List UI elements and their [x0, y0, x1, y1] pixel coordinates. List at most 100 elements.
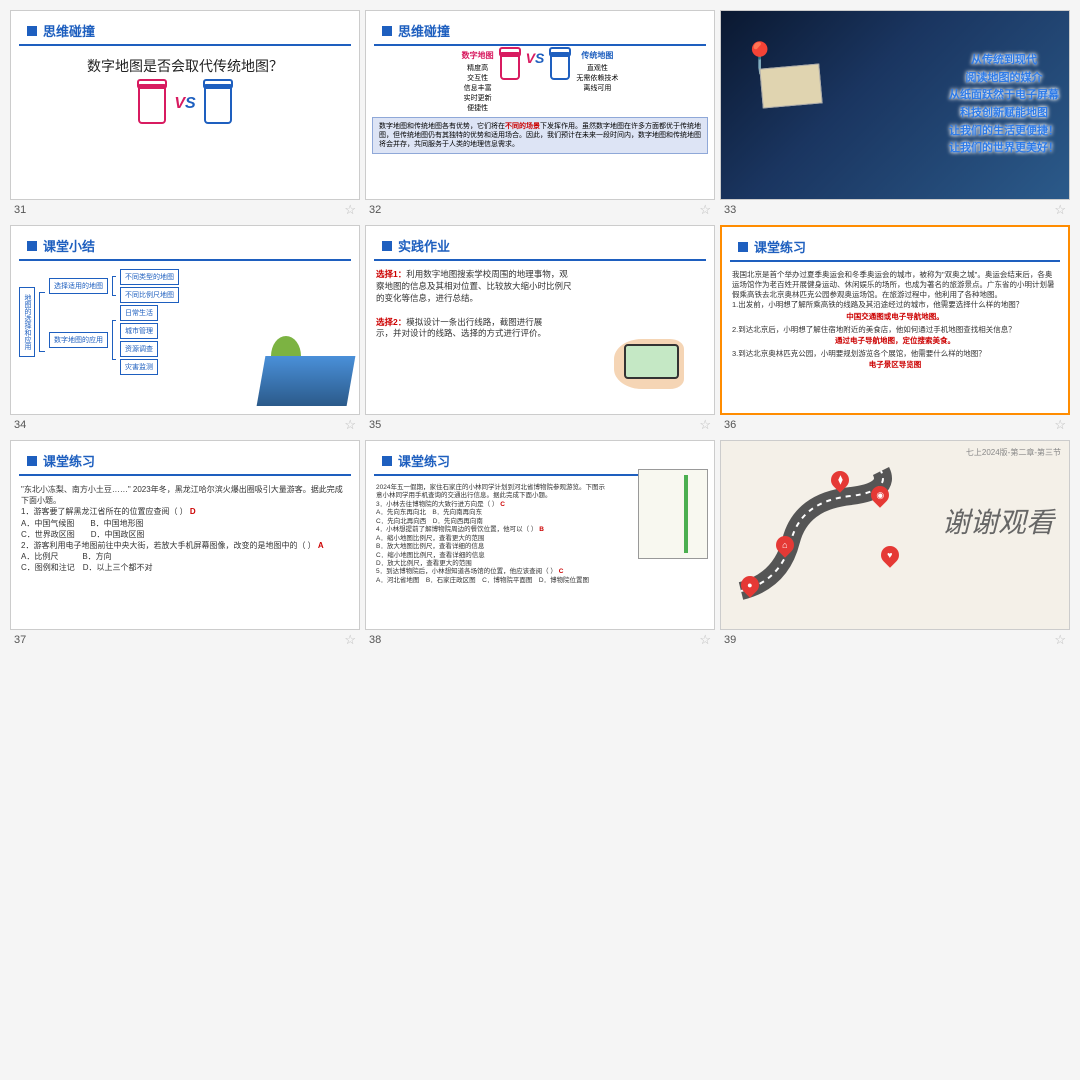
- content-body: "东北小冻梨、南方小土豆……" 2023年冬，黑龙江哈尔滨火爆出圈吸引大量游客。…: [11, 480, 359, 578]
- question: 1．游客要了解黑龙江省所在的位置应查阅（ ） D: [21, 506, 349, 517]
- slide-cell-33[interactable]: 📍 从传统到现代阅读地图的媒介从纸面跃然于电子屏幕科技创新赋能地图让我们的生活更…: [720, 10, 1070, 220]
- options: A．先向东再向北 B．先向南再向东 C．先向北再向西 D．先向西再向南: [376, 509, 610, 526]
- col-right-header: 传统地图: [576, 50, 618, 61]
- options: A．比例尺 B．方向 C．图例和注记 D．以上三个都不对: [21, 551, 349, 573]
- star-icon[interactable]: ☆: [344, 632, 356, 648]
- vs-label: VS: [174, 95, 195, 113]
- intro-text: 我国北京是首个举办过夏季奥运会和冬季奥运会的城市，被称为"双奥之城"。奥运会结束…: [732, 270, 1058, 300]
- options: A．中国气候图 B．中国地形图 C．世界政区图 D．中国政区图: [21, 518, 349, 540]
- star-icon[interactable]: ☆: [699, 417, 711, 433]
- list-item: 实时更新: [462, 93, 494, 103]
- slide-39: 七上2024版-第二章-第三节 ⧫ ◉ ⌂ ♥ ● 谢谢观看: [720, 440, 1070, 630]
- star-icon[interactable]: ☆: [699, 632, 711, 648]
- star-icon[interactable]: ☆: [1054, 202, 1066, 218]
- slide-34: 课堂小结 地图的选择和应用 选择适用的地图 不同类型的地图不同比例尺地图 数字地…: [10, 225, 360, 415]
- slide-cell-34[interactable]: 课堂小结 地图的选择和应用 选择适用的地图 不同类型的地图不同比例尺地图 数字地…: [10, 225, 360, 435]
- slide-title: 课堂练习: [730, 231, 1060, 262]
- slide-title: 思维碰撞: [19, 15, 351, 46]
- slide-35: 实践作业 选择1：利用数字地图搜索学校周围的地理事物，观察地图的信息及其相对位置…: [365, 225, 715, 415]
- slide-number: 35: [369, 419, 381, 431]
- diagram-leaf: 资源调查: [120, 341, 158, 357]
- question: 5．到达博物院后，小林想知道各场馆的位置，他应该查阅（ ） C: [376, 568, 610, 576]
- map-inset: [638, 469, 708, 559]
- question: 3.到达北京奥林匹克公园，小明要规划游览各个展馆，他需要什么样的地图？: [732, 349, 1058, 359]
- content-body: 2024年五一假期，家住石家庄的小林同学计划到河北省博物院参观游览。下图示意小林…: [366, 480, 620, 589]
- road-graphic: ⧫ ◉ ⌂ ♥ ●: [731, 461, 911, 601]
- list-item: 信息丰富: [462, 83, 494, 93]
- question: 2．游客利用电子地图前往中央大街，若放大手机屏幕图像，改变的是地图中的（ ） A: [21, 540, 349, 551]
- slide-number: 34: [14, 419, 26, 431]
- cup-blue-icon: [204, 84, 232, 124]
- answer: 中国交通图或电子导航地图。: [732, 312, 1058, 322]
- question-text: 数字地图是否会取代传统地图？: [11, 56, 359, 76]
- slide-31: 思维碰撞 数字地图是否会取代传统地图？ VS: [10, 10, 360, 200]
- slide-cell-38[interactable]: 课堂练习 2024年五一假期，家住石家庄的小林同学计划到河北省博物院参观游览。下…: [365, 440, 715, 650]
- hiker-graphic: [241, 336, 351, 406]
- diagram-leaf: 灾害监测: [120, 359, 158, 375]
- slide-title: 思维碰撞: [374, 15, 706, 46]
- map-graphic: [759, 63, 822, 108]
- slide-33: 📍 从传统到现代阅读地图的媒介从纸面跃然于电子屏幕科技创新赋能地图让我们的生活更…: [720, 10, 1070, 200]
- slide-number: 33: [724, 204, 736, 216]
- slide-38: 课堂练习 2024年五一假期，家住石家庄的小林同学计划到河北省博物院参观游览。下…: [365, 440, 715, 630]
- list-item: 精度高: [462, 63, 494, 73]
- star-icon[interactable]: ☆: [344, 202, 356, 218]
- slide-cell-36[interactable]: 课堂练习 我国北京是首个举办过夏季奥运会和冬季奥运会的城市，被称为"双奥之城"。…: [720, 225, 1070, 435]
- slide-grid: 思维碰撞 数字地图是否会取代传统地图？ VS 31 ☆ 思维碰撞 数字地图 精度高…: [5, 5, 1075, 655]
- content-body: 我国北京是首个举办过夏季奥运会和冬季奥运会的城市，被称为"双奥之城"。奥运会结束…: [722, 266, 1068, 377]
- chapter-tag: 七上2024版-第二章-第三节: [966, 447, 1061, 458]
- slide-number: 31: [14, 204, 26, 216]
- intro-text: 2024年五一假期，家住石家庄的小林同学计划到河北省博物院参观游览。下图示意小林…: [376, 484, 610, 501]
- diagram-leaf: 不同类型的地图: [120, 269, 179, 285]
- star-icon[interactable]: ☆: [1054, 632, 1066, 648]
- diagram-leaf: 日常生活: [120, 305, 158, 321]
- question: 1.出发前，小明想了解所乘高铁的线路及其沿途经过的城市，他需要选择什么样的地图？: [732, 300, 1058, 310]
- poem-text: 从传统到现代阅读地图的媒介从纸面跃然于电子屏幕科技创新赋能地图让我们的生活更便捷…: [949, 52, 1059, 158]
- slide-number: 36: [724, 419, 736, 431]
- slide-37: 课堂练习 "东北小冻梨、南方小土豆……" 2023年冬，黑龙江哈尔滨火爆出圈吸引…: [10, 440, 360, 630]
- question: 2.到达北京后，小明想了解住宿地附近的美食店，他如何通过手机地图查找相关信息？: [732, 325, 1058, 335]
- answer: 电子景区导览图: [732, 360, 1058, 370]
- diagram-leaf: 城市管理: [120, 323, 158, 339]
- diagram-root: 地图的选择和应用: [19, 287, 35, 357]
- slide-32: 思维碰撞 数字地图 精度高交互性信息丰富实时更新便捷性 VS 传统地图 直观性无…: [365, 10, 715, 200]
- slide-cell-31[interactable]: 思维碰撞 数字地图是否会取代传统地图？ VS 31 ☆: [10, 10, 360, 220]
- thanks-text: 谢谢观看: [942, 501, 1054, 541]
- star-icon[interactable]: ☆: [1054, 417, 1066, 433]
- intro-text: "东北小冻梨、南方小土豆……" 2023年冬，黑龙江哈尔滨火爆出圈吸引大量游客。…: [21, 484, 349, 506]
- diagram-node: 数字地图的应用: [49, 332, 108, 348]
- list-item: 直观性: [576, 63, 618, 73]
- vs-label: VS: [526, 50, 545, 66]
- slide-cell-32[interactable]: 思维碰撞 数字地图 精度高交互性信息丰富实时更新便捷性 VS 传统地图 直观性无…: [365, 10, 715, 220]
- star-icon[interactable]: ☆: [344, 417, 356, 433]
- compare-columns: 数字地图 精度高交互性信息丰富实时更新便捷性 VS 传统地图 直观性无需依赖技术…: [366, 50, 714, 113]
- col-left-header: 数字地图: [462, 50, 494, 61]
- list-item: 离线可用: [576, 83, 618, 93]
- cup-red-icon: [500, 52, 520, 80]
- list-item: 交互性: [462, 73, 494, 83]
- list-item: 无需依赖技术: [576, 73, 618, 83]
- slide-number: 39: [724, 634, 736, 646]
- star-icon[interactable]: ☆: [699, 202, 711, 218]
- diagram-node: 选择适用的地图: [49, 278, 108, 294]
- slide-title: 实践作业: [374, 230, 706, 261]
- content-body: 选择1：利用数字地图搜索学校周围的地理事物，观察地图的信息及其相对位置、比较放大…: [366, 265, 714, 344]
- list-item: 便捷性: [462, 103, 494, 113]
- slide-title: 课堂小结: [19, 230, 351, 261]
- slide-title: 课堂练习: [19, 445, 351, 476]
- slide-cell-39[interactable]: 七上2024版-第二章-第三节 ⧫ ◉ ⌂ ♥ ● 谢谢观看 39 ☆: [720, 440, 1070, 650]
- options: A．河北省地图 B．石家庄政区图 C．博物院平面图 D．博物院位置图: [376, 577, 610, 585]
- slide-cell-37[interactable]: 课堂练习 "东北小冻梨、南方小土豆……" 2023年冬，黑龙江哈尔滨火爆出圈吸引…: [10, 440, 360, 650]
- phone-graphic: [614, 339, 704, 394]
- cup-blue-icon: [550, 52, 570, 80]
- summary-box: 数字地图和传统地图各有优势，它们将在不同的场景下发挥作用。虽然数字地图在许多方面…: [372, 117, 708, 154]
- question: 4．小林想提前了解博物院周边的餐饮位置，他可以（ ） B: [376, 526, 610, 534]
- slide-number: 37: [14, 634, 26, 646]
- slide-36: 课堂练习 我国北京是首个举办过夏季奥运会和冬季奥运会的城市，被称为"双奥之城"。…: [720, 225, 1070, 415]
- answer: 通过电子导航地图，定位搜索美食。: [732, 336, 1058, 346]
- slide-cell-35[interactable]: 实践作业 选择1：利用数字地图搜索学校周围的地理事物，观察地图的信息及其相对位置…: [365, 225, 715, 435]
- diagram-leaf: 不同比例尺地图: [120, 287, 179, 303]
- cup-red-icon: [138, 84, 166, 124]
- options: A．缩小地图比例尺，查看更大的范围 B．放大地图比例尺，查看详细的信息 C．缩小…: [376, 535, 610, 569]
- slide-number: 32: [369, 204, 381, 216]
